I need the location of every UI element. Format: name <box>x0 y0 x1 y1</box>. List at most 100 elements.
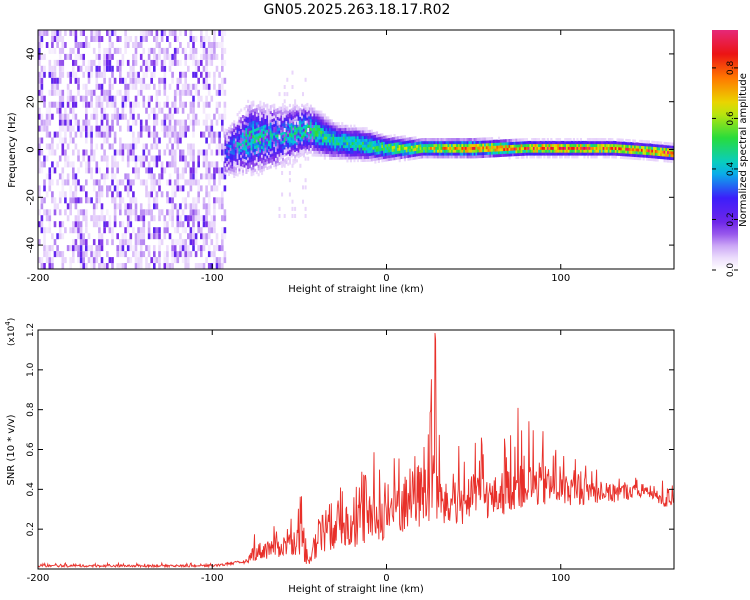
spectrogram-cell <box>560 152 563 156</box>
spectrogram-cell <box>396 144 399 149</box>
spectrogram-cell <box>341 150 344 154</box>
spectrogram-cell <box>351 141 354 146</box>
spectrogram-cell <box>106 185 109 192</box>
spectrogram-cell <box>285 117 288 122</box>
spectrogram-cell <box>266 152 269 156</box>
spectrogram-cell <box>658 144 661 148</box>
spectrogram-cell <box>442 146 445 150</box>
spectrogram-cell <box>51 257 54 264</box>
spectrogram-cell <box>353 150 356 154</box>
spectrogram-cell <box>654 158 657 162</box>
spectrogram-cell <box>103 59 106 66</box>
spectrogram-cell <box>355 136 358 140</box>
spectrogram-cell <box>430 146 433 150</box>
spectrogram-cell <box>205 83 208 90</box>
spectrogram-cell <box>390 140 393 144</box>
spectrogram-cell <box>363 127 366 131</box>
colorbar-label: Normalized spectral amplitude <box>738 73 749 227</box>
spectrogram-cell <box>72 179 75 186</box>
spectrogram-cell <box>365 141 368 145</box>
spectrogram-cell <box>98 245 101 252</box>
spectrogram-cell <box>402 135 405 139</box>
spectrogram-cell <box>574 152 577 156</box>
spectrogram-cell <box>403 149 406 153</box>
spectrogram-cell <box>281 120 284 124</box>
spectrogram-cell <box>517 144 520 148</box>
spectrogram-cell <box>578 140 581 145</box>
spectrogram-cell <box>302 142 305 146</box>
spectrogram-cell <box>290 108 293 112</box>
spectrogram-cell <box>255 116 258 120</box>
spectrogram-cell <box>505 147 508 151</box>
spectrogram-cell <box>294 160 297 164</box>
spectrogram-cell <box>545 140 548 145</box>
spectrogram-cell <box>139 155 143 162</box>
spectrogram-cell <box>353 133 356 137</box>
spectrogram-cell <box>578 143 581 147</box>
spectrogram-cell <box>651 157 654 162</box>
spectrogram-cell <box>227 167 230 171</box>
spectrogram-cell <box>103 227 106 234</box>
spectrogram-cell <box>124 77 127 84</box>
spectrogram-cell <box>257 118 260 122</box>
spectrogram-cell <box>288 178 291 183</box>
spectrogram-cell <box>358 156 361 160</box>
spectrogram-cell <box>61 125 65 132</box>
spectrogram-cell <box>292 112 295 117</box>
spectrogram-cell <box>344 156 347 160</box>
spectrogram-cell <box>273 135 276 139</box>
spectrogram-cell <box>288 115 291 119</box>
spectrogram-cell <box>351 153 354 157</box>
spectrogram-cell <box>79 53 83 60</box>
spectrogram-cell <box>259 143 262 147</box>
spectrogram-cell <box>670 142 673 146</box>
spectrogram-cell <box>477 137 480 141</box>
spectrogram-cell <box>173 167 177 174</box>
spectrogram-cell <box>192 233 195 240</box>
spectrogram-cell <box>66 53 70 60</box>
spectrogram-cell <box>126 215 130 222</box>
spectrogram-cell <box>243 158 246 162</box>
spectrogram-cell <box>153 155 156 162</box>
spectrogram-cell <box>108 30 112 36</box>
spectrogram-cell <box>262 156 265 160</box>
spectrogram-cell <box>189 233 193 240</box>
spectrogram-cell <box>137 263 140 269</box>
spectrogram-cell <box>121 251 125 258</box>
spectrogram-cell <box>377 142 380 146</box>
spectrogram-cell <box>113 185 117 192</box>
spectrogram-cell <box>48 59 52 66</box>
spectrogram-cell <box>153 227 156 234</box>
spectrogram-cell <box>349 150 352 154</box>
spectrogram-cell <box>74 77 78 84</box>
spectrogram-cell <box>106 113 109 120</box>
spectrogram-cell <box>294 128 297 133</box>
spectrogram-cell <box>275 111 278 115</box>
spectrogram-cell <box>53 239 57 246</box>
spectrogram-cell <box>276 162 279 166</box>
spectrogram-cell <box>447 149 450 153</box>
spectrogram-cell <box>487 140 490 144</box>
spectrogram-cell <box>227 138 230 142</box>
spectrogram-cell <box>316 150 319 154</box>
spectrogram-cell <box>417 138 420 142</box>
spectrogram-cell <box>639 157 642 161</box>
spectrogram-cell <box>431 152 434 156</box>
spectrogram-cell <box>546 149 549 153</box>
spectrogram-cell <box>51 191 54 198</box>
spectrogram-cell <box>247 145 250 149</box>
spectrogram-cell <box>349 133 352 137</box>
spectrogram-cell <box>189 239 193 246</box>
spectrogram-cell <box>129 83 133 90</box>
spectrogram-cell <box>564 140 567 145</box>
spectrogram-cell <box>155 233 159 240</box>
spectrogram-cell <box>100 239 104 246</box>
spectrogram-cell <box>506 150 509 154</box>
spectrogram-cell <box>606 143 609 147</box>
spectrogram-cell <box>649 149 652 153</box>
spectrogram-cell <box>240 151 243 155</box>
spectrogram-cell <box>275 120 278 124</box>
spectrogram-cell <box>257 138 260 142</box>
spectrogram-cell <box>276 131 279 135</box>
spectrogram-cell <box>255 104 258 109</box>
